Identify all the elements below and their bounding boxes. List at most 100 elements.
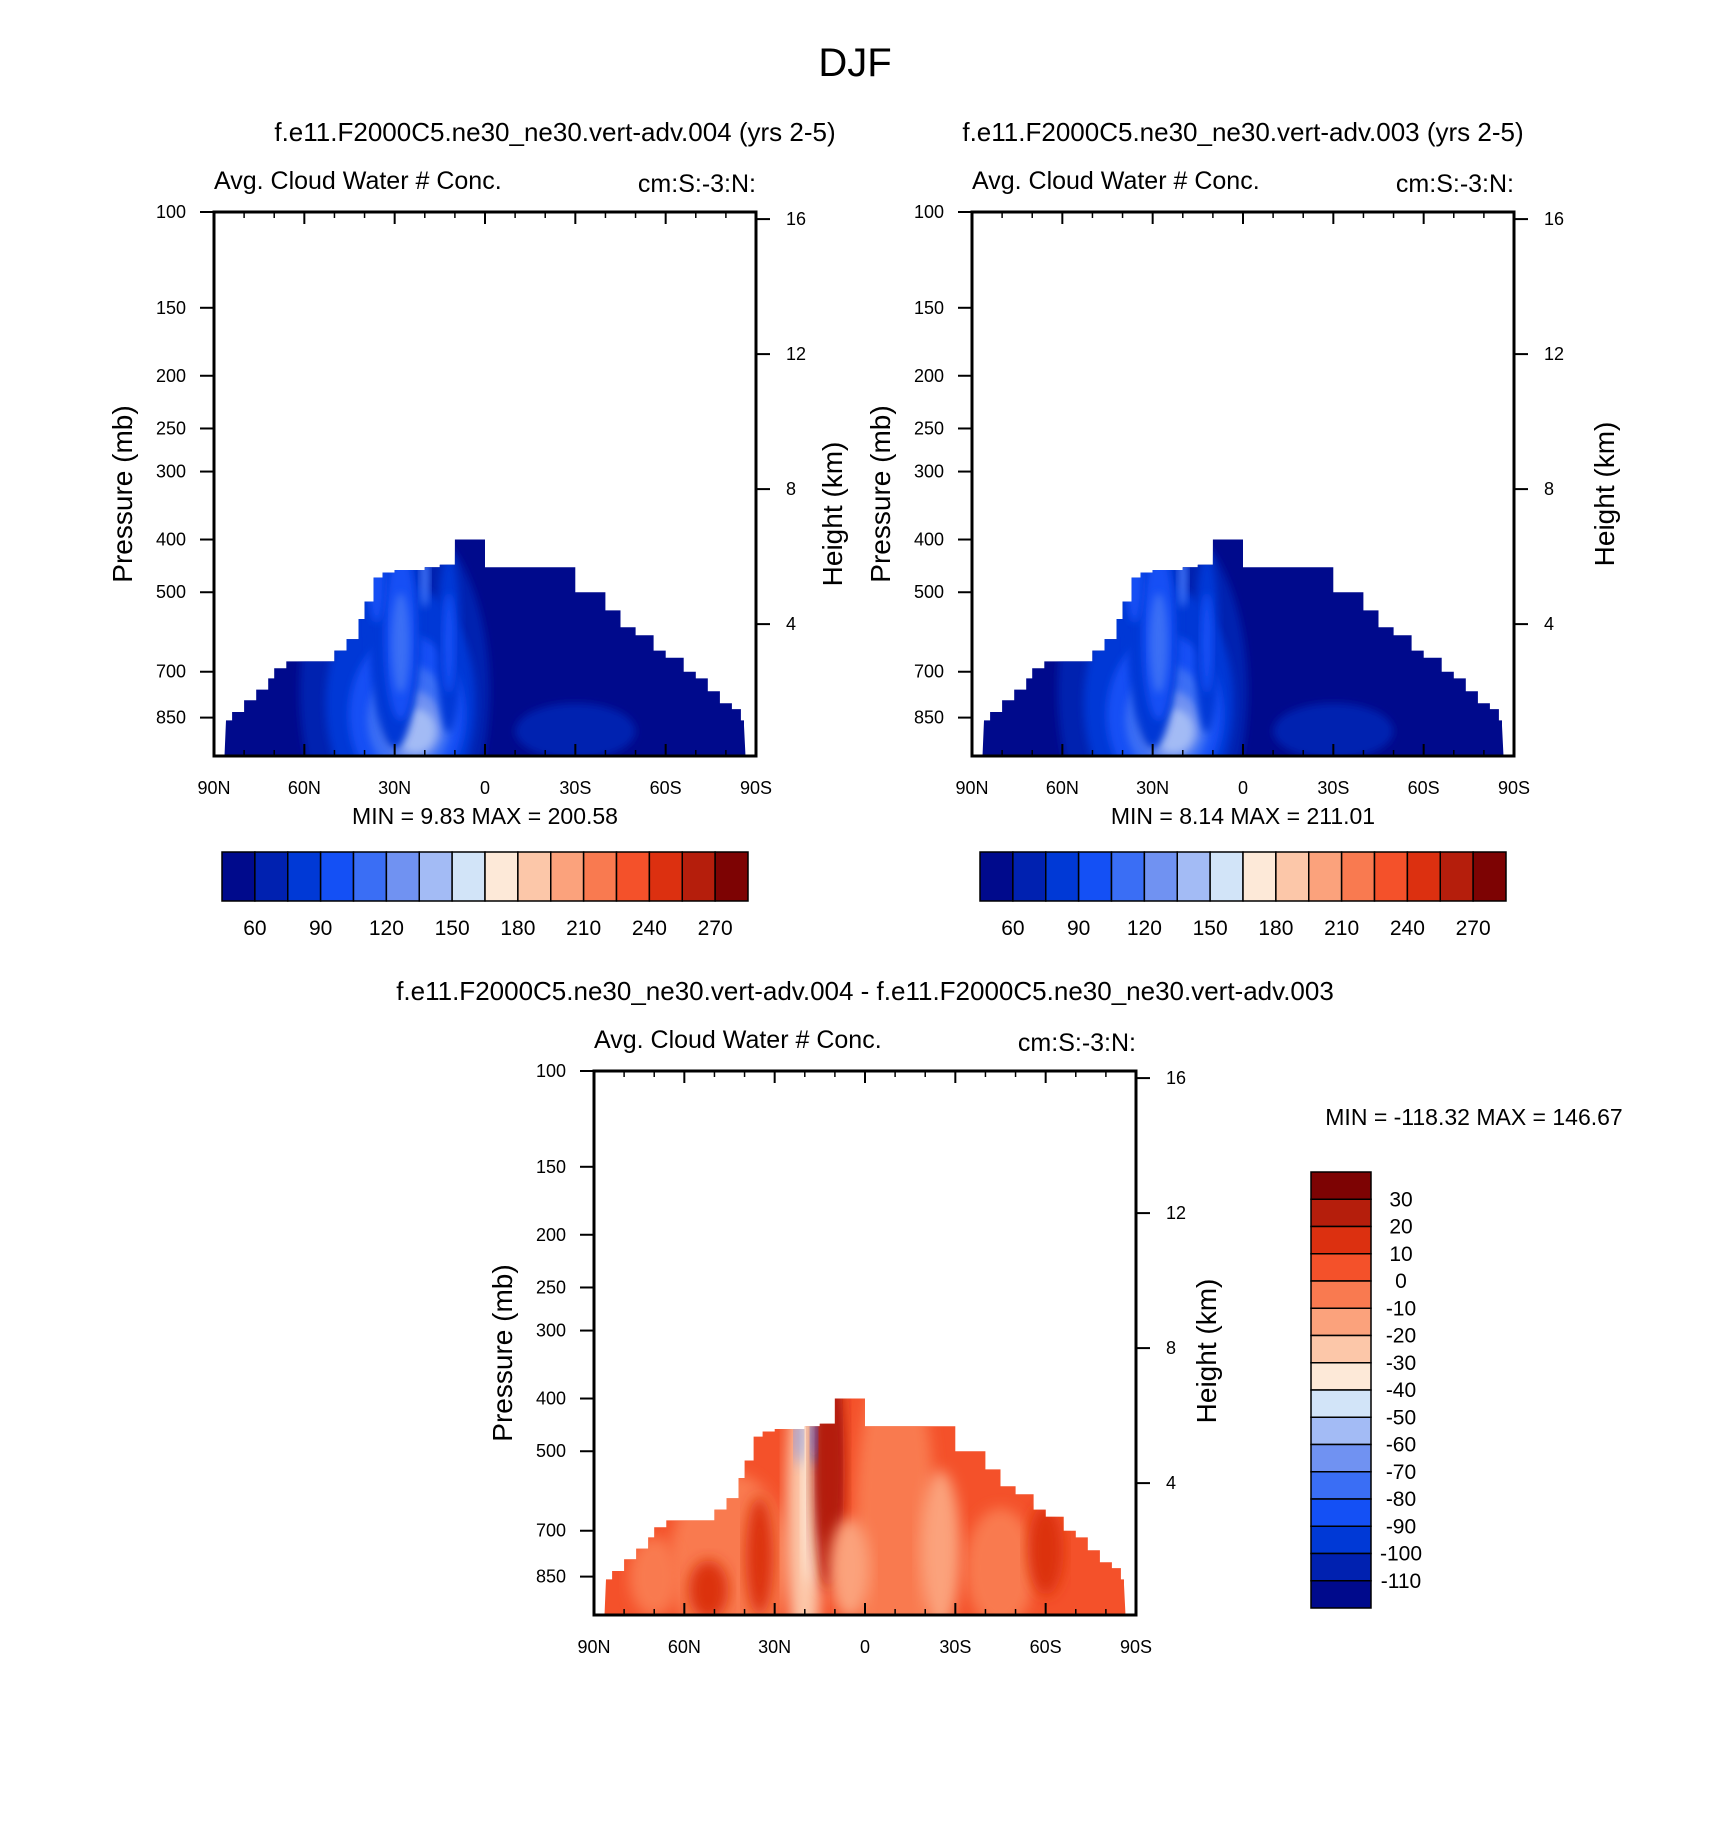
field bbox=[224, 539, 746, 756]
x-tick-label: 60N bbox=[668, 1637, 701, 1657]
colorbar-swatch bbox=[1242, 851, 1277, 902]
colorbar-swatch bbox=[979, 851, 1014, 902]
x-tick-label: 0 bbox=[860, 1637, 870, 1657]
x-tick-label: 90N bbox=[577, 1637, 610, 1657]
y-tick-label: 250 bbox=[914, 418, 944, 438]
colorbar-swatch bbox=[1310, 1334, 1372, 1364]
colorbar-label: -20 bbox=[1386, 1325, 1416, 1348]
y-tick-label: 850 bbox=[156, 708, 186, 728]
colorbar-swatch bbox=[1143, 851, 1178, 902]
colorbar-label: -100 bbox=[1380, 1543, 1422, 1566]
x-tick-label: 30N bbox=[758, 1637, 791, 1657]
field-contour bbox=[442, 593, 455, 694]
colorbar-swatch bbox=[1310, 1471, 1372, 1500]
right-y-tick-label: 8 bbox=[1166, 1338, 1176, 1358]
x-tick-label: 60N bbox=[1046, 778, 1079, 798]
colorbar-swatch bbox=[1406, 851, 1441, 902]
y-axis-label: Pressure (mb) bbox=[487, 1264, 518, 1441]
y-tick-label: 400 bbox=[914, 530, 944, 550]
colorbar-swatch bbox=[1176, 851, 1211, 902]
y-tick-label: 300 bbox=[156, 462, 186, 482]
y-tick-label: 200 bbox=[536, 1225, 566, 1245]
field-contour bbox=[391, 593, 410, 694]
y-axis-label: Pressure (mb) bbox=[865, 405, 896, 582]
min-max-label: MIN = 8.14 MAX = 211.01 bbox=[1111, 803, 1375, 829]
colorbar-swatch bbox=[385, 851, 420, 902]
colorbar-swatch bbox=[714, 851, 749, 902]
colorbar-label: 120 bbox=[1127, 917, 1162, 940]
colorbar-label: 120 bbox=[369, 917, 404, 940]
field-contour bbox=[688, 1560, 729, 1615]
colorbar-swatch bbox=[1308, 851, 1343, 902]
page-title: DJF bbox=[818, 41, 891, 85]
colorbar-swatch bbox=[1012, 851, 1047, 902]
field-contour bbox=[1027, 1505, 1064, 1596]
y-tick-label: 150 bbox=[536, 1157, 566, 1177]
colorbar-swatch bbox=[1209, 851, 1244, 902]
field-contour bbox=[855, 1398, 936, 1615]
colorbar-swatch bbox=[1310, 1362, 1372, 1391]
y-tick-label: 500 bbox=[914, 582, 944, 602]
colorbar-swatch bbox=[1077, 851, 1113, 902]
field-contour bbox=[419, 547, 430, 608]
x-tick-label: 90S bbox=[1120, 1637, 1152, 1657]
colorbar-swatch bbox=[1310, 1253, 1372, 1282]
field-contour bbox=[810, 1408, 817, 1465]
colorbar-label: 210 bbox=[1324, 917, 1359, 940]
right-y-tick-label: 8 bbox=[786, 479, 796, 499]
colorbar-label: 240 bbox=[1390, 917, 1425, 940]
right-y-tick-label: 16 bbox=[1544, 209, 1564, 229]
right-y-tick-label: 4 bbox=[1166, 1473, 1176, 1493]
colorbar-swatch bbox=[1310, 1389, 1372, 1418]
colorbar-swatch bbox=[1310, 1198, 1372, 1228]
colorbar-label: 270 bbox=[698, 917, 733, 940]
field-contour bbox=[745, 1496, 774, 1615]
x-tick-label: 60S bbox=[1408, 778, 1440, 798]
colorbar-swatch bbox=[254, 851, 289, 902]
colorbar-label: -30 bbox=[1386, 1352, 1416, 1375]
y-tick-label: 100 bbox=[156, 202, 186, 222]
colorbar-swatch bbox=[582, 851, 618, 902]
colorbar-label: 90 bbox=[1067, 917, 1090, 940]
colorbar-label: 180 bbox=[1258, 917, 1293, 940]
field-contour bbox=[1200, 593, 1213, 694]
right-axis-label: Height (km) bbox=[1191, 1279, 1222, 1424]
colorbar-swatch bbox=[681, 851, 716, 902]
colorbar-swatch bbox=[221, 851, 256, 902]
x-tick-label: 30S bbox=[1317, 778, 1349, 798]
colorbar-swatch bbox=[1310, 1225, 1372, 1255]
colorbar-swatch bbox=[1373, 851, 1409, 902]
min-max-label: MIN = 9.83 MAX = 200.58 bbox=[352, 803, 618, 829]
colorbar-swatch bbox=[1340, 851, 1376, 902]
colorbar-swatch bbox=[1310, 1416, 1372, 1446]
y-tick-label: 850 bbox=[536, 1567, 566, 1587]
right-axis-label: Height (km) bbox=[1589, 422, 1620, 567]
colorbar-swatch bbox=[1310, 1498, 1372, 1527]
colorbar-swatch bbox=[1310, 1525, 1372, 1555]
field-contour bbox=[629, 1536, 680, 1615]
y-tick-label: 700 bbox=[156, 662, 186, 682]
colorbar-label: -70 bbox=[1386, 1461, 1416, 1484]
field-contour bbox=[368, 542, 385, 623]
right-y-tick-label: 4 bbox=[1544, 614, 1554, 634]
y-tick-label: 150 bbox=[156, 298, 186, 318]
colorbar-label: -110 bbox=[1381, 1570, 1421, 1593]
colorbar-label: 210 bbox=[566, 917, 601, 940]
right-axis-label: Height (km) bbox=[817, 442, 848, 587]
field-contour bbox=[794, 1408, 803, 1465]
colorbar-label: 10 bbox=[1389, 1243, 1412, 1266]
subtitle-units: cm:S:-3:N: bbox=[638, 170, 756, 198]
subtitle-units: cm:S:-3:N: bbox=[1018, 1029, 1136, 1057]
x-tick-label: 90N bbox=[197, 778, 230, 798]
x-tick-label: 30N bbox=[1136, 778, 1169, 798]
colorbar-label: 0 bbox=[1395, 1270, 1407, 1293]
colorbar-label: -60 bbox=[1386, 1434, 1416, 1457]
colorbar-label: 20 bbox=[1389, 1216, 1412, 1239]
y-tick-label: 700 bbox=[536, 1521, 566, 1541]
y-tick-label: 500 bbox=[156, 582, 186, 602]
panel-003: f.e11.F2000C5.ne30_ne30.vert-adv.003 (yr… bbox=[865, 117, 1620, 940]
y-tick-label: 250 bbox=[156, 418, 186, 438]
colorbar-swatch bbox=[550, 851, 585, 902]
panel-004: f.e11.F2000C5.ne30_ne30.vert-adv.004 (yr… bbox=[107, 117, 848, 940]
x-tick-label: 30S bbox=[559, 778, 591, 798]
